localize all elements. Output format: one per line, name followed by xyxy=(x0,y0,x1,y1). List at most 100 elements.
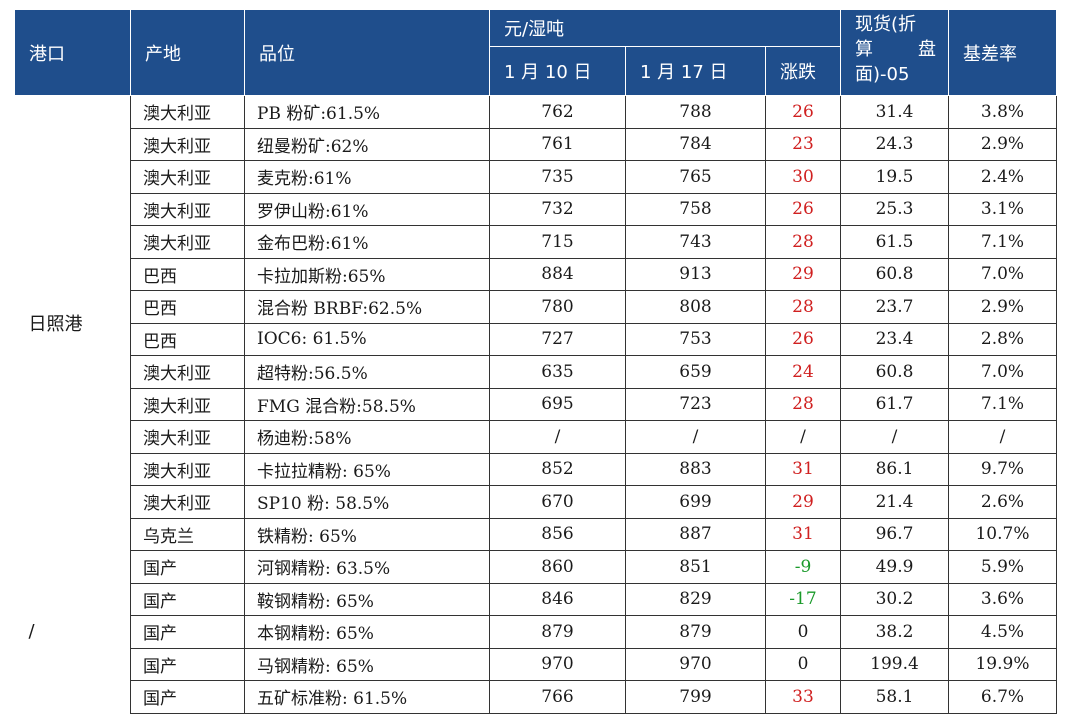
origin-cell: 乌克兰 xyxy=(130,517,245,551)
header-date1: 1 月 10 日 xyxy=(489,46,626,96)
price-jan10-cell: 715 xyxy=(489,225,626,259)
basis-rate-cell: 9.7% xyxy=(948,452,1057,486)
header-port: 港口 xyxy=(14,9,131,96)
origin-cell: 澳大利亚 xyxy=(130,355,245,389)
price-jan17-cell: 788 xyxy=(625,95,766,129)
table-row: 国产 本钢精粉: 65% 879 879 0 38.2 4.5% xyxy=(15,615,1057,649)
spot-cell: 96.7 xyxy=(840,517,949,551)
header-spot: 现货(折 算 盘 面)-05 xyxy=(840,9,949,96)
header-row-1: 港口 产地 品位 元/湿吨 现货(折 算 盘 面)-05 基差率 xyxy=(14,9,1057,96)
table-row: 巴西 混合粉 BRBF:62.5% 780 808 28 23.7 2.9% xyxy=(15,290,1057,324)
grade-cell: 超特粉:56.5% xyxy=(244,355,490,389)
price-jan10-cell: 735 xyxy=(489,160,626,194)
change-cell: 31 xyxy=(765,517,841,551)
grade-cell: 混合粉 BRBF:62.5% xyxy=(244,290,490,324)
origin-cell: 巴西 xyxy=(130,322,245,356)
spot-cell: 86.1 xyxy=(840,452,949,486)
basis-rate-cell: 2.6% xyxy=(948,485,1057,519)
basis-rate-cell: 2.4% xyxy=(948,160,1057,194)
price-jan10-cell: 766 xyxy=(489,680,626,714)
basis-rate-cell: 2.8% xyxy=(948,322,1057,356)
basis-rate-cell: / xyxy=(948,420,1057,454)
price-jan17-cell: 808 xyxy=(625,290,766,324)
price-jan10-cell: 856 xyxy=(489,517,626,551)
header-spot-line2: 算 盘 xyxy=(855,37,948,62)
price-jan10-cell: 762 xyxy=(489,95,626,129)
spot-cell: 49.9 xyxy=(840,550,949,584)
change-cell: 24 xyxy=(765,355,841,389)
grade-cell: 罗伊山粉:61% xyxy=(244,192,490,226)
header-spot-line3: 面)-05 xyxy=(855,64,910,85)
price-jan17-cell: 723 xyxy=(625,387,766,421)
price-jan10-cell: 761 xyxy=(489,127,626,161)
price-jan17-cell: 913 xyxy=(625,257,766,291)
price-jan17-cell: 753 xyxy=(625,322,766,356)
spot-cell: 23.7 xyxy=(840,290,949,324)
table-row: 日照港 澳大利亚 PB 粉矿:61.5% 762 788 26 31.4 3.8% xyxy=(14,95,1057,551)
header-date2: 1 月 17 日 xyxy=(625,46,766,96)
price-jan17-cell: 970 xyxy=(625,647,766,681)
table-row: 国产 鞍钢精粉: 65% 846 829 -17 30.2 3.6% xyxy=(15,582,1057,616)
header-basis: 基差率 xyxy=(948,9,1057,96)
port-cell: / xyxy=(14,550,131,713)
table-row: 澳大利亚 罗伊山粉:61% 732 758 26 25.3 3.1% xyxy=(15,192,1057,226)
basis-rate-cell: 3.8% xyxy=(948,95,1057,129)
basis-rate-cell: 3.1% xyxy=(948,192,1057,226)
basis-rate-cell: 7.0% xyxy=(948,257,1057,291)
change-cell: 28 xyxy=(765,225,841,259)
price-jan10-cell: 860 xyxy=(489,550,626,584)
change-cell: 29 xyxy=(765,257,841,291)
change-cell: 33 xyxy=(765,680,841,714)
basis-rate-cell: 7.0% xyxy=(948,355,1057,389)
price-jan10-cell: / xyxy=(489,420,626,454)
grade-cell: SP10 粉: 58.5% xyxy=(244,485,490,519)
table-row: 澳大利亚 金布巴粉:61% 715 743 28 61.5 7.1% xyxy=(15,225,1057,259)
spot-cell: 61.5 xyxy=(840,225,949,259)
basis-rate-cell: 4.5% xyxy=(948,615,1057,649)
spot-cell: / xyxy=(840,420,949,454)
grade-cell: 河钢精粉: 63.5% xyxy=(244,550,490,584)
price-jan17-cell: 699 xyxy=(625,485,766,519)
price-jan17-cell: 758 xyxy=(625,192,766,226)
origin-cell: 澳大利亚 xyxy=(130,95,245,129)
table-row: 国产 马钢精粉: 65% 970 970 0 199.4 19.9% xyxy=(15,647,1057,681)
origin-cell: 澳大利亚 xyxy=(130,192,245,226)
table-row: / 国产 河钢精粉: 63.5% 860 851 -9 49.9 5.9% xyxy=(14,550,1057,713)
grade-cell: IOC6: 61.5% xyxy=(244,322,490,356)
price-jan17-cell: / xyxy=(625,420,766,454)
grade-cell: 麦克粉:61% xyxy=(244,160,490,194)
origin-cell: 国产 xyxy=(130,550,245,584)
table-body: 日照港 澳大利亚 PB 粉矿:61.5% 762 788 26 31.4 3.8% 澳大利亚 纽曼… xyxy=(14,95,1057,714)
spot-cell: 24.3 xyxy=(840,127,949,161)
origin-cell: 国产 xyxy=(130,615,245,649)
table-row: 澳大利亚 FMG 混合粉:58.5% 695 723 28 61.7 7.1% xyxy=(15,387,1057,421)
table-row: 澳大利亚 超特粉:56.5% 635 659 24 60.8 7.0% xyxy=(15,355,1057,389)
price-jan17-cell: 887 xyxy=(625,517,766,551)
basis-rate-cell: 7.1% xyxy=(948,387,1057,421)
origin-cell: 澳大利亚 xyxy=(130,127,245,161)
change-cell: 0 xyxy=(765,615,841,649)
change-cell: 26 xyxy=(765,95,841,129)
origin-cell: 澳大利亚 xyxy=(130,387,245,421)
spot-cell: 58.1 xyxy=(840,680,949,714)
change-cell: -17 xyxy=(765,582,841,616)
origin-cell: 澳大利亚 xyxy=(130,452,245,486)
spot-cell: 30.2 xyxy=(840,582,949,616)
spot-cell: 199.4 xyxy=(840,647,949,681)
price-jan10-cell: 852 xyxy=(489,452,626,486)
grade-cell: 卡拉加斯粉:65% xyxy=(244,257,490,291)
spot-cell: 21.4 xyxy=(840,485,949,519)
change-cell: 30 xyxy=(765,160,841,194)
price-jan17-cell: 879 xyxy=(625,615,766,649)
table-row: 澳大利亚 SP10 粉: 58.5% 670 699 29 21.4 2.6% xyxy=(15,485,1057,519)
price-jan17-cell: 851 xyxy=(625,550,766,584)
change-cell: / xyxy=(765,420,841,454)
origin-cell: 巴西 xyxy=(130,257,245,291)
basis-rate-cell: 6.7% xyxy=(948,680,1057,714)
price-jan10-cell: 846 xyxy=(489,582,626,616)
change-cell: -9 xyxy=(765,550,841,584)
iron-ore-price-table: 港口 产地 品位 元/湿吨 现货(折 算 盘 面)-05 基差率 1 月 10 … xyxy=(14,9,1057,714)
price-jan17-cell: 743 xyxy=(625,225,766,259)
table-row: 巴西 IOC6: 61.5% 727 753 26 23.4 2.8% xyxy=(15,322,1057,356)
header-origin: 产地 xyxy=(130,9,245,96)
